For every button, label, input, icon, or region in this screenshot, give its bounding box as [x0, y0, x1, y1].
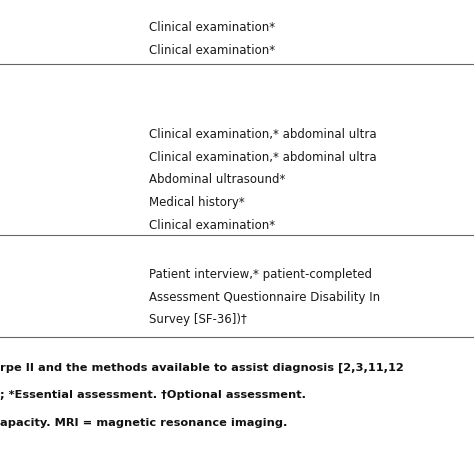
Text: Clinical examination*: Clinical examination*	[149, 44, 275, 57]
Text: Survey [SF-36])†: Survey [SF-36])†	[149, 313, 247, 326]
Text: ; *Essential assessment. †Optional assessment.: ; *Essential assessment. †Optional asses…	[0, 390, 306, 400]
Text: Assessment Questionnaire Disability In: Assessment Questionnaire Disability In	[149, 291, 381, 303]
Text: Patient interview,* patient-completed: Patient interview,* patient-completed	[149, 268, 372, 281]
Text: Clinical examination,* abdominal ultra: Clinical examination,* abdominal ultra	[149, 128, 377, 141]
Text: Medical history*: Medical history*	[149, 196, 245, 209]
Text: Clinical examination*: Clinical examination*	[149, 21, 275, 34]
Text: Abdominal ultrasound*: Abdominal ultrasound*	[149, 173, 286, 186]
Text: Clinical examination*: Clinical examination*	[149, 219, 275, 232]
Text: apacity. MRI = magnetic resonance imaging.: apacity. MRI = magnetic resonance imagin…	[0, 418, 287, 428]
Text: Clinical examination,* abdominal ultra: Clinical examination,* abdominal ultra	[149, 151, 377, 164]
Text: rpe II and the methods available to assist diagnosis [2,3,11,12: rpe II and the methods available to assi…	[0, 363, 404, 373]
